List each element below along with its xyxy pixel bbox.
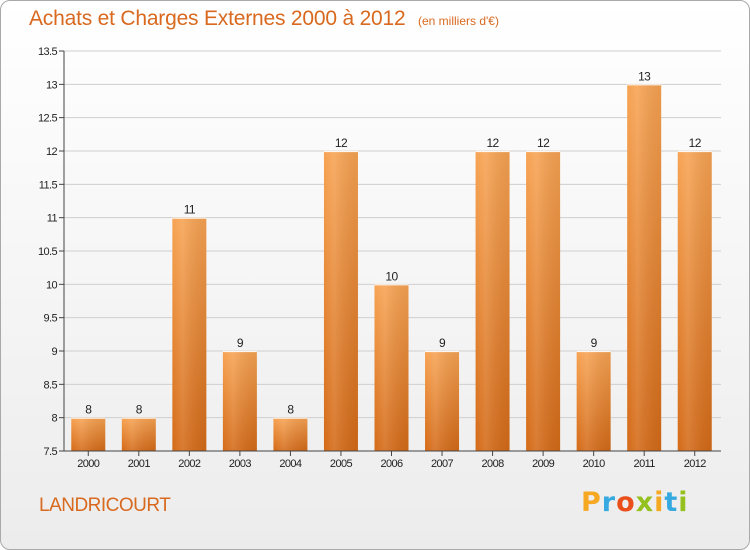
bar-shine bbox=[323, 151, 358, 451]
labels: 7.5 8 8.5 9 9.5 10 10.5 11 11.5 12 12.5 13 13.5 8 2000… bbox=[38, 46, 707, 470]
logo-letter: x bbox=[635, 487, 655, 518]
logo-letter: t bbox=[664, 487, 679, 518]
x-tick-label: 2010 bbox=[583, 458, 606, 470]
y-tick-label: 12 bbox=[46, 146, 58, 158]
value-label: 8 bbox=[85, 403, 92, 417]
y-tick-label: 11 bbox=[47, 213, 58, 225]
x-tick-label: 2009 bbox=[532, 458, 555, 470]
logo-letter: P bbox=[581, 487, 602, 518]
logo-letter: i bbox=[654, 487, 665, 518]
value-label: 9 bbox=[591, 336, 598, 350]
y-tick-label: 9.5 bbox=[44, 313, 58, 325]
logo-letter: o bbox=[616, 487, 636, 518]
chart-subtitle: (en milliers d'€) bbox=[418, 14, 499, 28]
value-label: 8 bbox=[136, 403, 143, 417]
bar-shine bbox=[121, 417, 156, 451]
bar-shine bbox=[71, 417, 106, 451]
value-label: 10 bbox=[385, 269, 398, 283]
value-label: 9 bbox=[237, 336, 244, 350]
x-tick-label: 2002 bbox=[178, 458, 201, 470]
y-tick-label: 11.5 bbox=[39, 179, 58, 191]
bar-shine bbox=[374, 284, 409, 451]
x-tick-label: 2001 bbox=[128, 458, 151, 470]
value-label: 12 bbox=[486, 136, 499, 150]
x-tick-label: 2012 bbox=[684, 458, 707, 470]
value-label: 12 bbox=[689, 136, 702, 150]
value-label: 11 bbox=[184, 203, 196, 217]
y-tick-label: 13.5 bbox=[38, 46, 57, 58]
y-tick-label: 8.5 bbox=[44, 379, 58, 391]
y-tick-label: 10.5 bbox=[38, 246, 57, 258]
y-tick-label: 10 bbox=[46, 279, 58, 291]
x-tick-label: 2004 bbox=[279, 458, 302, 470]
y-tick-label: 8 bbox=[51, 413, 57, 425]
bar-shine bbox=[475, 151, 510, 451]
y-tick-label: 12.5 bbox=[38, 113, 57, 125]
y-tick-label: 7.5 bbox=[44, 446, 58, 458]
bar-shine bbox=[677, 151, 712, 451]
x-tick-label: 2008 bbox=[482, 458, 505, 470]
commune-name: LANDRICOURT bbox=[39, 495, 171, 516]
logo-letter: r bbox=[601, 487, 617, 518]
axes bbox=[59, 50, 721, 456]
logo-letter: i bbox=[678, 487, 689, 518]
value-label: 9 bbox=[439, 336, 446, 350]
bar-shine bbox=[172, 217, 207, 451]
bar-shine bbox=[273, 417, 308, 451]
bar-shine bbox=[222, 351, 257, 451]
y-tick-label: 9 bbox=[51, 346, 57, 358]
x-tick-label: 2005 bbox=[330, 458, 353, 470]
x-tick-label: 2007 bbox=[431, 458, 454, 470]
bars bbox=[71, 84, 712, 451]
bar-shine bbox=[627, 84, 662, 451]
chart-title: Achats et Charges Externes 2000 à 2012 bbox=[29, 7, 406, 30]
x-tick-label: 2000 bbox=[77, 458, 100, 470]
bar-shine bbox=[526, 151, 561, 451]
value-label: 13 bbox=[638, 69, 651, 83]
proxiti-logo: Proxiti bbox=[581, 487, 689, 518]
y-tick-label: 13 bbox=[46, 79, 58, 91]
value-label: 12 bbox=[335, 136, 348, 150]
x-tick-label: 2003 bbox=[229, 458, 252, 470]
value-label: 12 bbox=[537, 136, 550, 150]
bar-shine bbox=[425, 351, 460, 451]
x-tick-label: 2011 bbox=[634, 458, 656, 470]
value-label: 8 bbox=[287, 403, 294, 417]
bar-shine bbox=[576, 351, 611, 451]
x-tick-label: 2006 bbox=[380, 458, 403, 470]
